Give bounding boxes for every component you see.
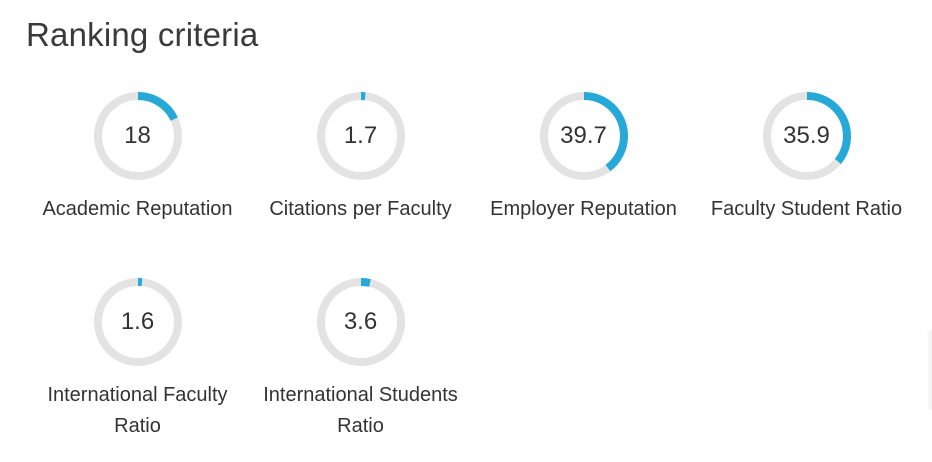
score-value: 18 — [124, 122, 151, 149]
criterion-international-students-ratio: 3.6 International Students Ratio — [249, 276, 472, 462]
score-donut: 1.7 — [315, 90, 407, 182]
section-title: Ranking criteria — [26, 16, 259, 53]
donut-progress — [93, 278, 182, 366]
score-donut: 1.6 — [92, 276, 184, 368]
criterion-label: International Faculty Ratio — [47, 384, 228, 437]
criteria-grid: 18 Academic Reputation 1.7 Citations per… — [26, 90, 918, 462]
criterion-label: Citations per Faculty — [269, 198, 452, 220]
criterion-label: International Students Ratio — [263, 384, 458, 437]
criterion-citations-per-faculty: 1.7 Citations per Faculty — [249, 90, 472, 276]
score-value: 1.7 — [343, 122, 378, 149]
score-value: 3.6 — [343, 308, 378, 335]
donut-progress — [539, 92, 628, 180]
page-edge-shadow — [926, 330, 932, 410]
criterion-label: Academic Reputation — [42, 198, 233, 220]
score-donut: 39.7 — [538, 90, 630, 182]
score-value: 35.9 — [783, 122, 830, 149]
donut-progress — [762, 92, 851, 180]
score-value: 1.6 — [120, 308, 155, 335]
criterion-academic-reputation: 18 Academic Reputation — [26, 90, 249, 276]
criterion-international-faculty-ratio: 1.6 International Faculty Ratio — [26, 276, 249, 462]
criterion-label: Faculty Student Ratio — [710, 198, 903, 220]
donut-progress — [316, 278, 405, 366]
score-donut: 35.9 — [761, 90, 853, 182]
score-donut: 18 — [92, 90, 184, 182]
criterion-employer-reputation: 39.7 Employer Reputation — [472, 90, 695, 276]
criterion-faculty-student-ratio: 35.9 Faculty Student Ratio — [695, 90, 918, 276]
score-value: 39.7 — [560, 122, 607, 149]
criterion-label: Employer Reputation — [490, 198, 677, 220]
donut-progress — [93, 92, 182, 180]
score-donut: 3.6 — [315, 276, 407, 368]
donut-progress — [316, 92, 405, 180]
